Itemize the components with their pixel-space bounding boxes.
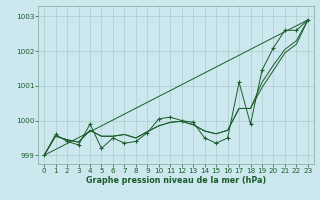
X-axis label: Graphe pression niveau de la mer (hPa): Graphe pression niveau de la mer (hPa) (86, 176, 266, 185)
